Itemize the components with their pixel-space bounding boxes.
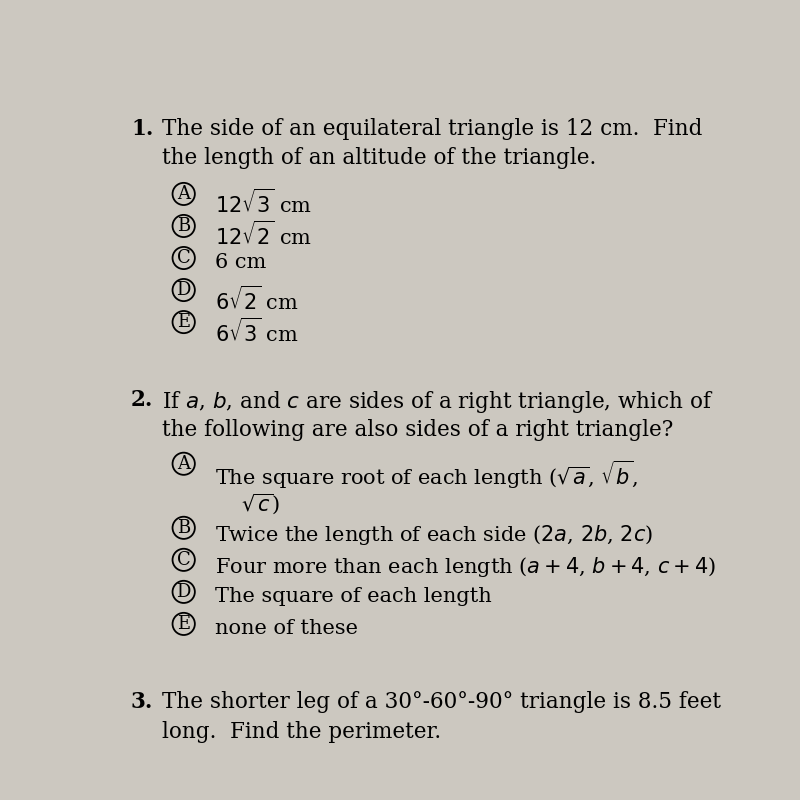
Text: Twice the length of each side ($2a$, $2b$, $2c$): Twice the length of each side ($2a$, $2b…: [214, 523, 653, 547]
Text: 1.: 1.: [131, 118, 154, 139]
Text: D: D: [177, 583, 191, 601]
Text: the length of an altitude of the triangle.: the length of an altitude of the triangl…: [162, 147, 596, 169]
Text: C: C: [177, 249, 190, 267]
Text: 2.: 2.: [131, 390, 154, 411]
Text: The square root of each length ($\sqrt{a}$, $\sqrt{b}$,: The square root of each length ($\sqrt{a…: [214, 459, 638, 491]
Text: A: A: [178, 454, 190, 473]
Text: Four more than each length ($a + 4$, $b + 4$, $c + 4$): Four more than each length ($a + 4$, $b …: [214, 555, 716, 579]
Text: C: C: [177, 551, 190, 569]
Text: $6\sqrt{3}$ cm: $6\sqrt{3}$ cm: [214, 317, 298, 346]
Text: 3.: 3.: [131, 691, 154, 713]
Text: none of these: none of these: [214, 619, 358, 638]
Text: the following are also sides of a right triangle?: the following are also sides of a right …: [162, 418, 674, 441]
Text: $\sqrt{c}$): $\sqrt{c}$): [214, 491, 280, 515]
Text: The side of an equilateral triangle is 12 cm.  Find: The side of an equilateral triangle is 1…: [162, 118, 702, 139]
Text: D: D: [177, 281, 191, 299]
Text: $12\sqrt{3}$ cm: $12\sqrt{3}$ cm: [214, 189, 312, 218]
Text: B: B: [177, 217, 190, 235]
Text: E: E: [177, 313, 190, 331]
Text: The square of each length: The square of each length: [214, 587, 491, 606]
Text: 6 cm: 6 cm: [214, 253, 266, 272]
Text: E: E: [177, 615, 190, 633]
Text: long.  Find the perimeter.: long. Find the perimeter.: [162, 721, 441, 742]
Text: If $a$, $b$, and $c$ are sides of a right triangle, which of: If $a$, $b$, and $c$ are sides of a righ…: [162, 390, 714, 415]
Text: $6\sqrt{2}$ cm: $6\sqrt{2}$ cm: [214, 285, 298, 314]
Text: The shorter leg of a 30°-60°-90° triangle is 8.5 feet: The shorter leg of a 30°-60°-90° triangl…: [162, 691, 721, 713]
Text: A: A: [178, 185, 190, 203]
Text: B: B: [177, 519, 190, 537]
Text: $12\sqrt{2}$ cm: $12\sqrt{2}$ cm: [214, 221, 312, 250]
